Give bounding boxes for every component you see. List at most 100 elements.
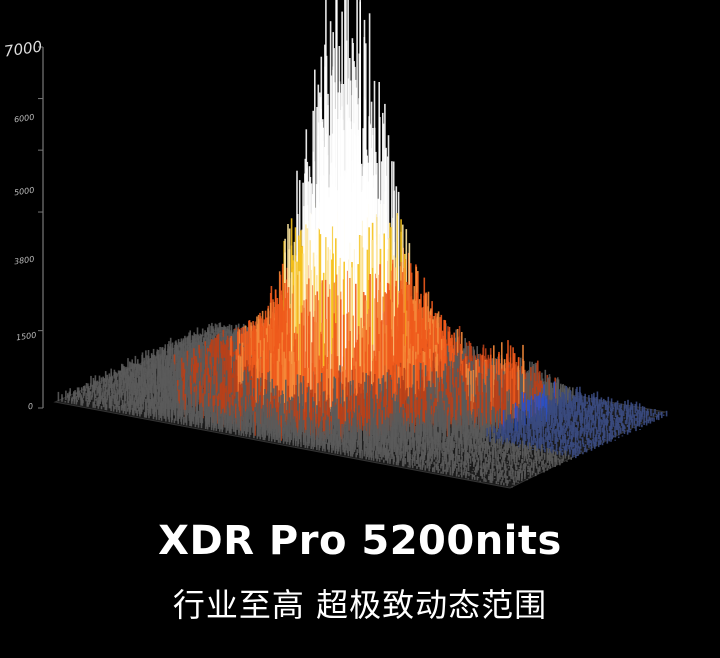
bar <box>241 342 244 406</box>
bar <box>94 375 97 386</box>
bar <box>551 457 554 467</box>
bar <box>553 381 556 411</box>
bar <box>423 425 426 440</box>
bar <box>513 353 516 419</box>
bar <box>521 392 524 425</box>
bar <box>604 438 606 441</box>
bar <box>586 438 589 445</box>
bar <box>141 362 144 372</box>
bar <box>450 442 452 455</box>
bar <box>537 467 539 472</box>
bar <box>407 404 410 432</box>
bar <box>152 348 155 361</box>
bar <box>493 415 495 435</box>
bar <box>497 455 499 464</box>
bar <box>464 446 466 455</box>
bar <box>428 408 431 431</box>
bar <box>597 440 600 448</box>
bar <box>582 452 584 455</box>
bar <box>552 444 555 447</box>
bar <box>153 369 155 384</box>
bar <box>561 427 564 438</box>
bar <box>570 420 572 427</box>
bar <box>528 372 530 414</box>
bar <box>298 323 301 419</box>
bar <box>600 403 602 410</box>
bar <box>85 383 88 389</box>
bar <box>151 375 153 389</box>
bar <box>413 400 416 433</box>
bar <box>155 391 158 402</box>
bar <box>451 397 454 430</box>
bar <box>314 295 317 417</box>
bar <box>356 184 358 399</box>
bar <box>387 417 390 441</box>
bar <box>144 372 147 387</box>
bar <box>561 408 564 418</box>
bar <box>499 423 501 437</box>
bar <box>530 445 532 453</box>
bar <box>471 424 473 439</box>
bar <box>479 432 481 440</box>
bar <box>504 421 506 438</box>
bar <box>506 447 509 453</box>
bar <box>543 439 545 447</box>
bar <box>484 457 487 464</box>
bar <box>382 324 385 409</box>
bar <box>431 323 433 401</box>
bar <box>348 117 350 393</box>
bar <box>393 355 395 419</box>
bar <box>612 423 615 427</box>
bar <box>207 336 210 351</box>
bar <box>489 457 492 463</box>
bar <box>528 436 530 445</box>
bar <box>385 325 388 415</box>
bar <box>589 444 592 446</box>
bar <box>409 387 412 427</box>
bar <box>584 408 586 419</box>
bar <box>411 429 414 443</box>
bar <box>518 433 520 440</box>
bar <box>624 426 626 430</box>
bar <box>457 437 460 447</box>
bar <box>406 403 408 432</box>
bar <box>507 426 509 441</box>
bar <box>461 448 463 455</box>
bar <box>315 322 318 420</box>
bar <box>462 359 465 404</box>
bar <box>590 411 592 421</box>
bar <box>476 385 479 417</box>
bar <box>625 412 628 414</box>
bar <box>539 456 542 462</box>
bar <box>523 433 526 444</box>
bar <box>607 396 610 406</box>
bar <box>422 362 425 414</box>
bar <box>546 443 549 448</box>
bar <box>553 406 556 421</box>
bar <box>400 406 402 436</box>
bar <box>433 412 436 437</box>
bar <box>100 388 102 392</box>
bar <box>200 334 203 342</box>
bar <box>507 435 509 443</box>
bar <box>242 380 244 408</box>
bar <box>523 458 525 462</box>
bar <box>348 400 351 431</box>
bar <box>171 375 173 395</box>
bar <box>363 426 365 442</box>
bar <box>486 442 488 455</box>
bar <box>510 423 513 436</box>
bar <box>596 405 599 417</box>
bar <box>492 413 494 433</box>
bar <box>465 457 467 461</box>
bar <box>569 412 572 419</box>
bar <box>529 361 531 406</box>
bar <box>621 410 624 414</box>
bar <box>386 372 389 423</box>
bar <box>146 355 148 365</box>
bar <box>154 356 157 364</box>
bar <box>579 443 582 447</box>
bar <box>507 443 510 451</box>
bar <box>545 462 547 466</box>
bar <box>645 410 648 421</box>
